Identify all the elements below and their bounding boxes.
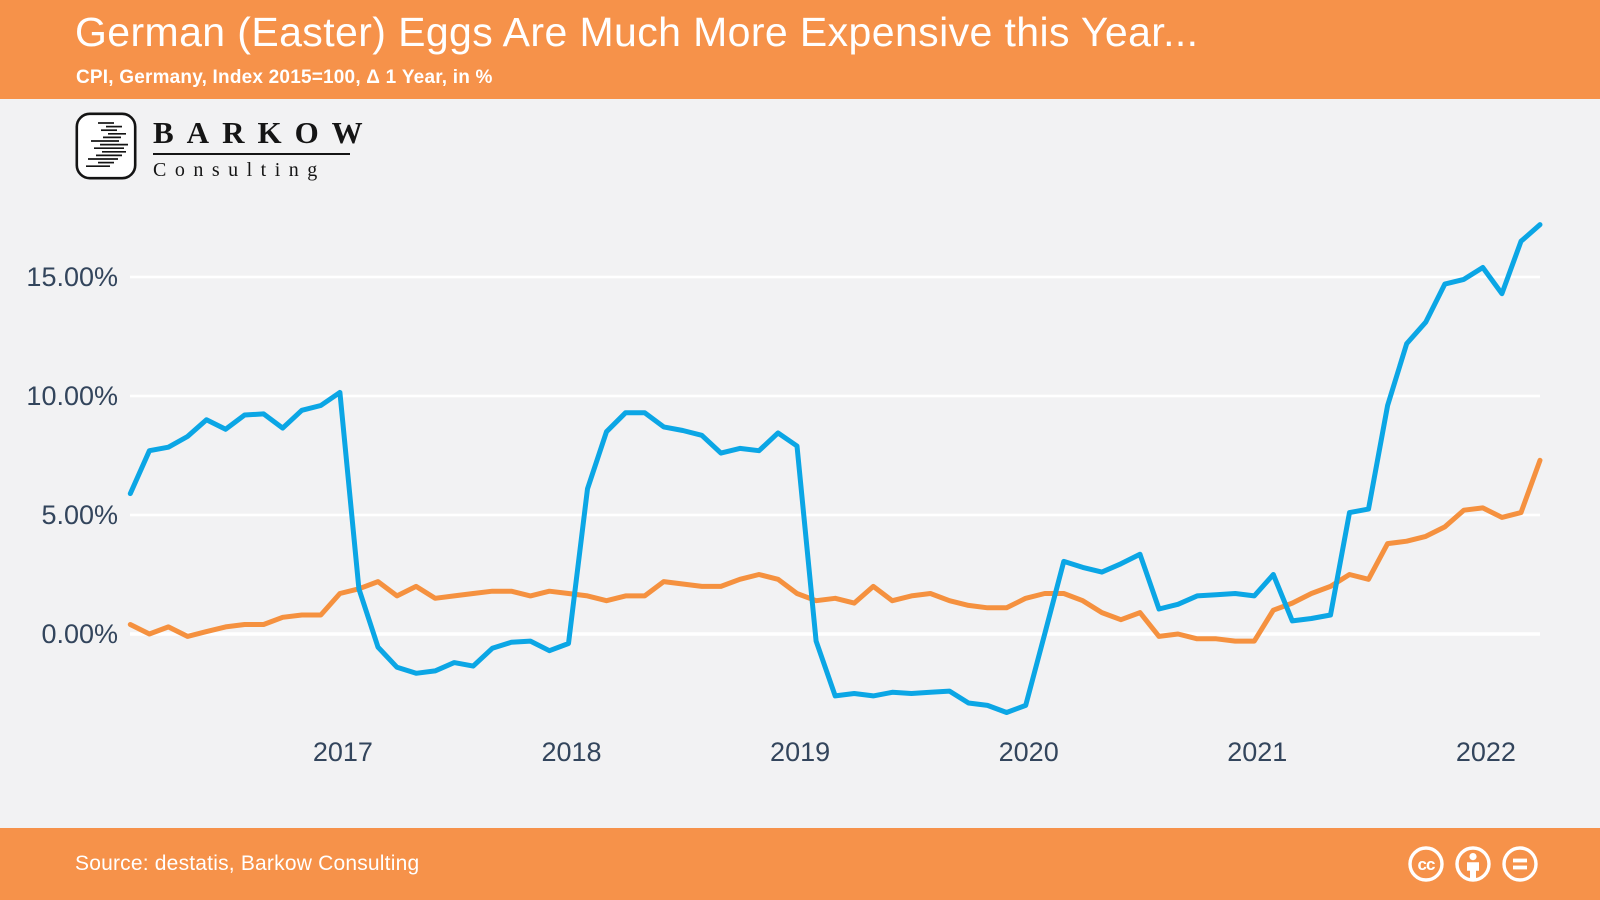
y-tick-label-10.00%: 10.00% <box>26 381 118 411</box>
license-badges: cc <box>1407 845 1539 883</box>
page-title: German (Easter) Eggs Are Much More Expen… <box>75 9 1199 55</box>
cc-by-person-icon <box>1455 846 1491 882</box>
y-tick-label-5.00%: 5.00% <box>41 500 118 530</box>
header-bar: German (Easter) Eggs Are Much More Expen… <box>0 0 1600 99</box>
source-text: Source: destatis, Barkow Consulting <box>75 852 420 875</box>
y-tick-label-15.00%: 15.00% <box>26 262 118 292</box>
logo-brand-name: BARKOW <box>153 115 376 150</box>
logo-sub-name: Consulting <box>153 159 326 181</box>
y-tick-label-0.00%: 0.00% <box>41 619 118 649</box>
blue-line <box>127 222 1543 715</box>
x-tick-label-2022: 2022 <box>1455 737 1516 767</box>
cc-nd-equals-icon <box>1502 846 1538 882</box>
barkow-logo: BARKOW Consulting <box>75 112 376 182</box>
x-tick-label-2017: 2017 <box>312 737 373 767</box>
x-tick-label-2019: 2019 <box>770 737 831 767</box>
x-tick-label-2018: 2018 <box>541 737 602 767</box>
barkow-logo-text: BARKOW Consulting <box>153 112 376 182</box>
orange-line <box>127 457 1543 644</box>
cc-icon: cc <box>1408 846 1444 882</box>
x-tick-label-2021: 2021 <box>1227 737 1288 767</box>
logo-divider <box>153 153 350 155</box>
svg-text:cc: cc <box>1418 855 1435 874</box>
page-subtitle: CPI, Germany, Index 2015=100, Δ 1 Year, … <box>76 67 493 88</box>
x-tick-label-2020: 2020 <box>998 737 1059 767</box>
footer-bar: Source: destatis, Barkow Consulting cc <box>0 828 1600 900</box>
barkow-logo-icon <box>75 112 137 180</box>
